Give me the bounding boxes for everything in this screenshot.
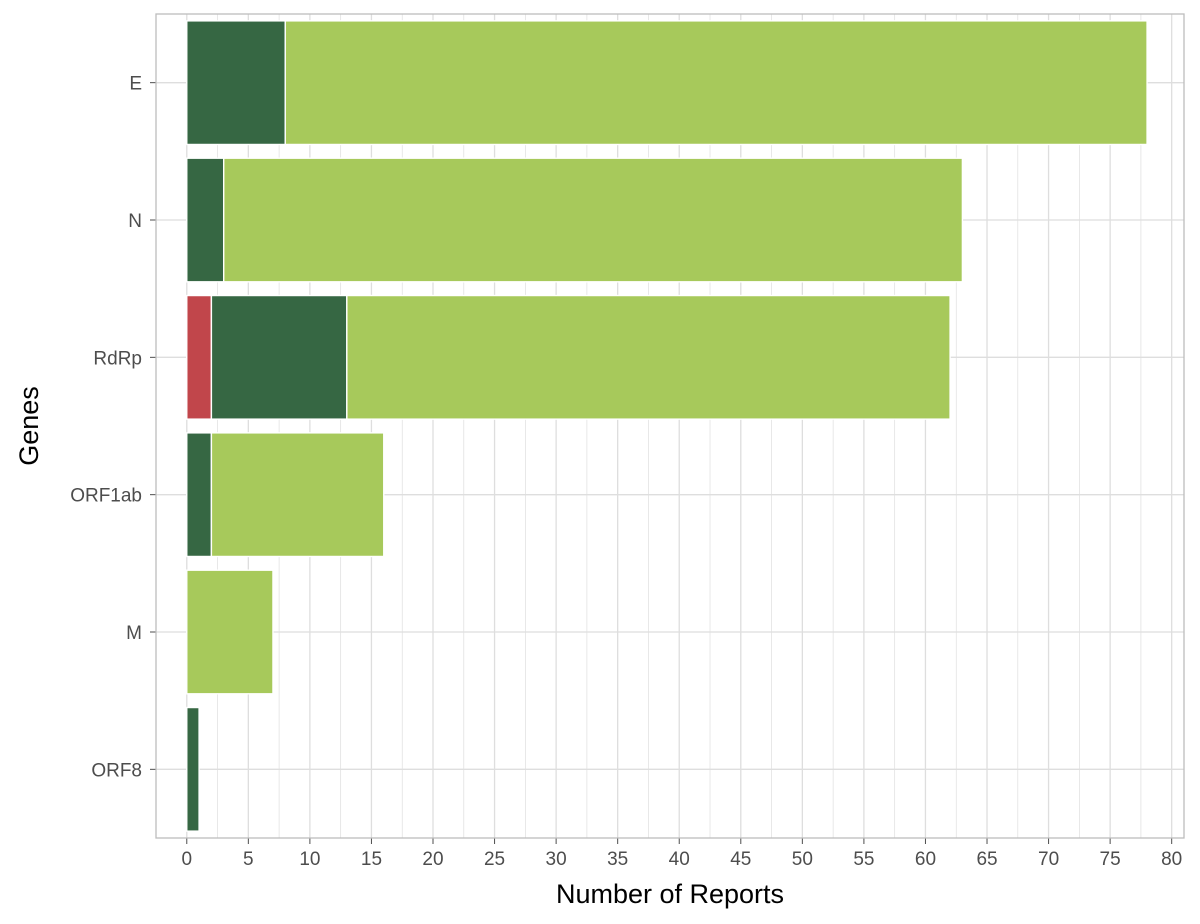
panel-border <box>155 13 1185 839</box>
bar-segment <box>186 157 225 283</box>
bars <box>186 20 1148 832</box>
x-tick-label: 25 <box>484 849 505 870</box>
y-tick-label: ORF1ab <box>70 486 142 507</box>
bar-segment <box>186 20 286 146</box>
x-tick-label: 10 <box>299 849 320 870</box>
x-tick-label: 15 <box>361 849 382 870</box>
x-tick-label: 35 <box>607 849 628 870</box>
x-axis-title: Number of Reports <box>556 879 784 909</box>
bar-segment <box>186 569 274 695</box>
bar-segment <box>223 157 964 283</box>
bar-segment <box>284 20 1148 146</box>
bar-segment <box>186 432 213 558</box>
grid-lines <box>156 14 1184 838</box>
x-tick-label: 80 <box>1161 849 1182 870</box>
bar-segment <box>210 432 385 558</box>
x-tick-label: 60 <box>915 849 936 870</box>
x-tick-label: 5 <box>243 849 254 870</box>
x-tick-label: 20 <box>422 849 443 870</box>
x-tick-label: 55 <box>853 849 874 870</box>
x-tick-label: 65 <box>976 849 997 870</box>
x-tick-label: 30 <box>546 849 567 870</box>
y-tick-label: N <box>128 211 142 232</box>
y-tick-label: M <box>126 623 142 644</box>
bar-segment <box>210 294 348 420</box>
x-tick-label: 45 <box>730 849 751 870</box>
bar-segment <box>346 294 951 420</box>
x-tick-label: 75 <box>1100 849 1121 870</box>
y-tick-label: ORF8 <box>91 760 142 781</box>
y-axis-title: Genes <box>14 386 44 466</box>
y-tick-label: RdRp <box>93 348 142 369</box>
x-tick-label: 40 <box>669 849 690 870</box>
bar-segment <box>186 706 200 832</box>
x-tick-label: 70 <box>1038 849 1059 870</box>
y-tick-label: E <box>129 74 142 95</box>
bar-segment <box>186 294 213 420</box>
x-tick-label: 0 <box>181 849 192 870</box>
x-tick-label: 50 <box>792 849 813 870</box>
axes: 0 5 10 15 20 25 30 35 40 45 50 55 60 65 70 75 80 E N RdRp OR… <box>70 74 1182 870</box>
